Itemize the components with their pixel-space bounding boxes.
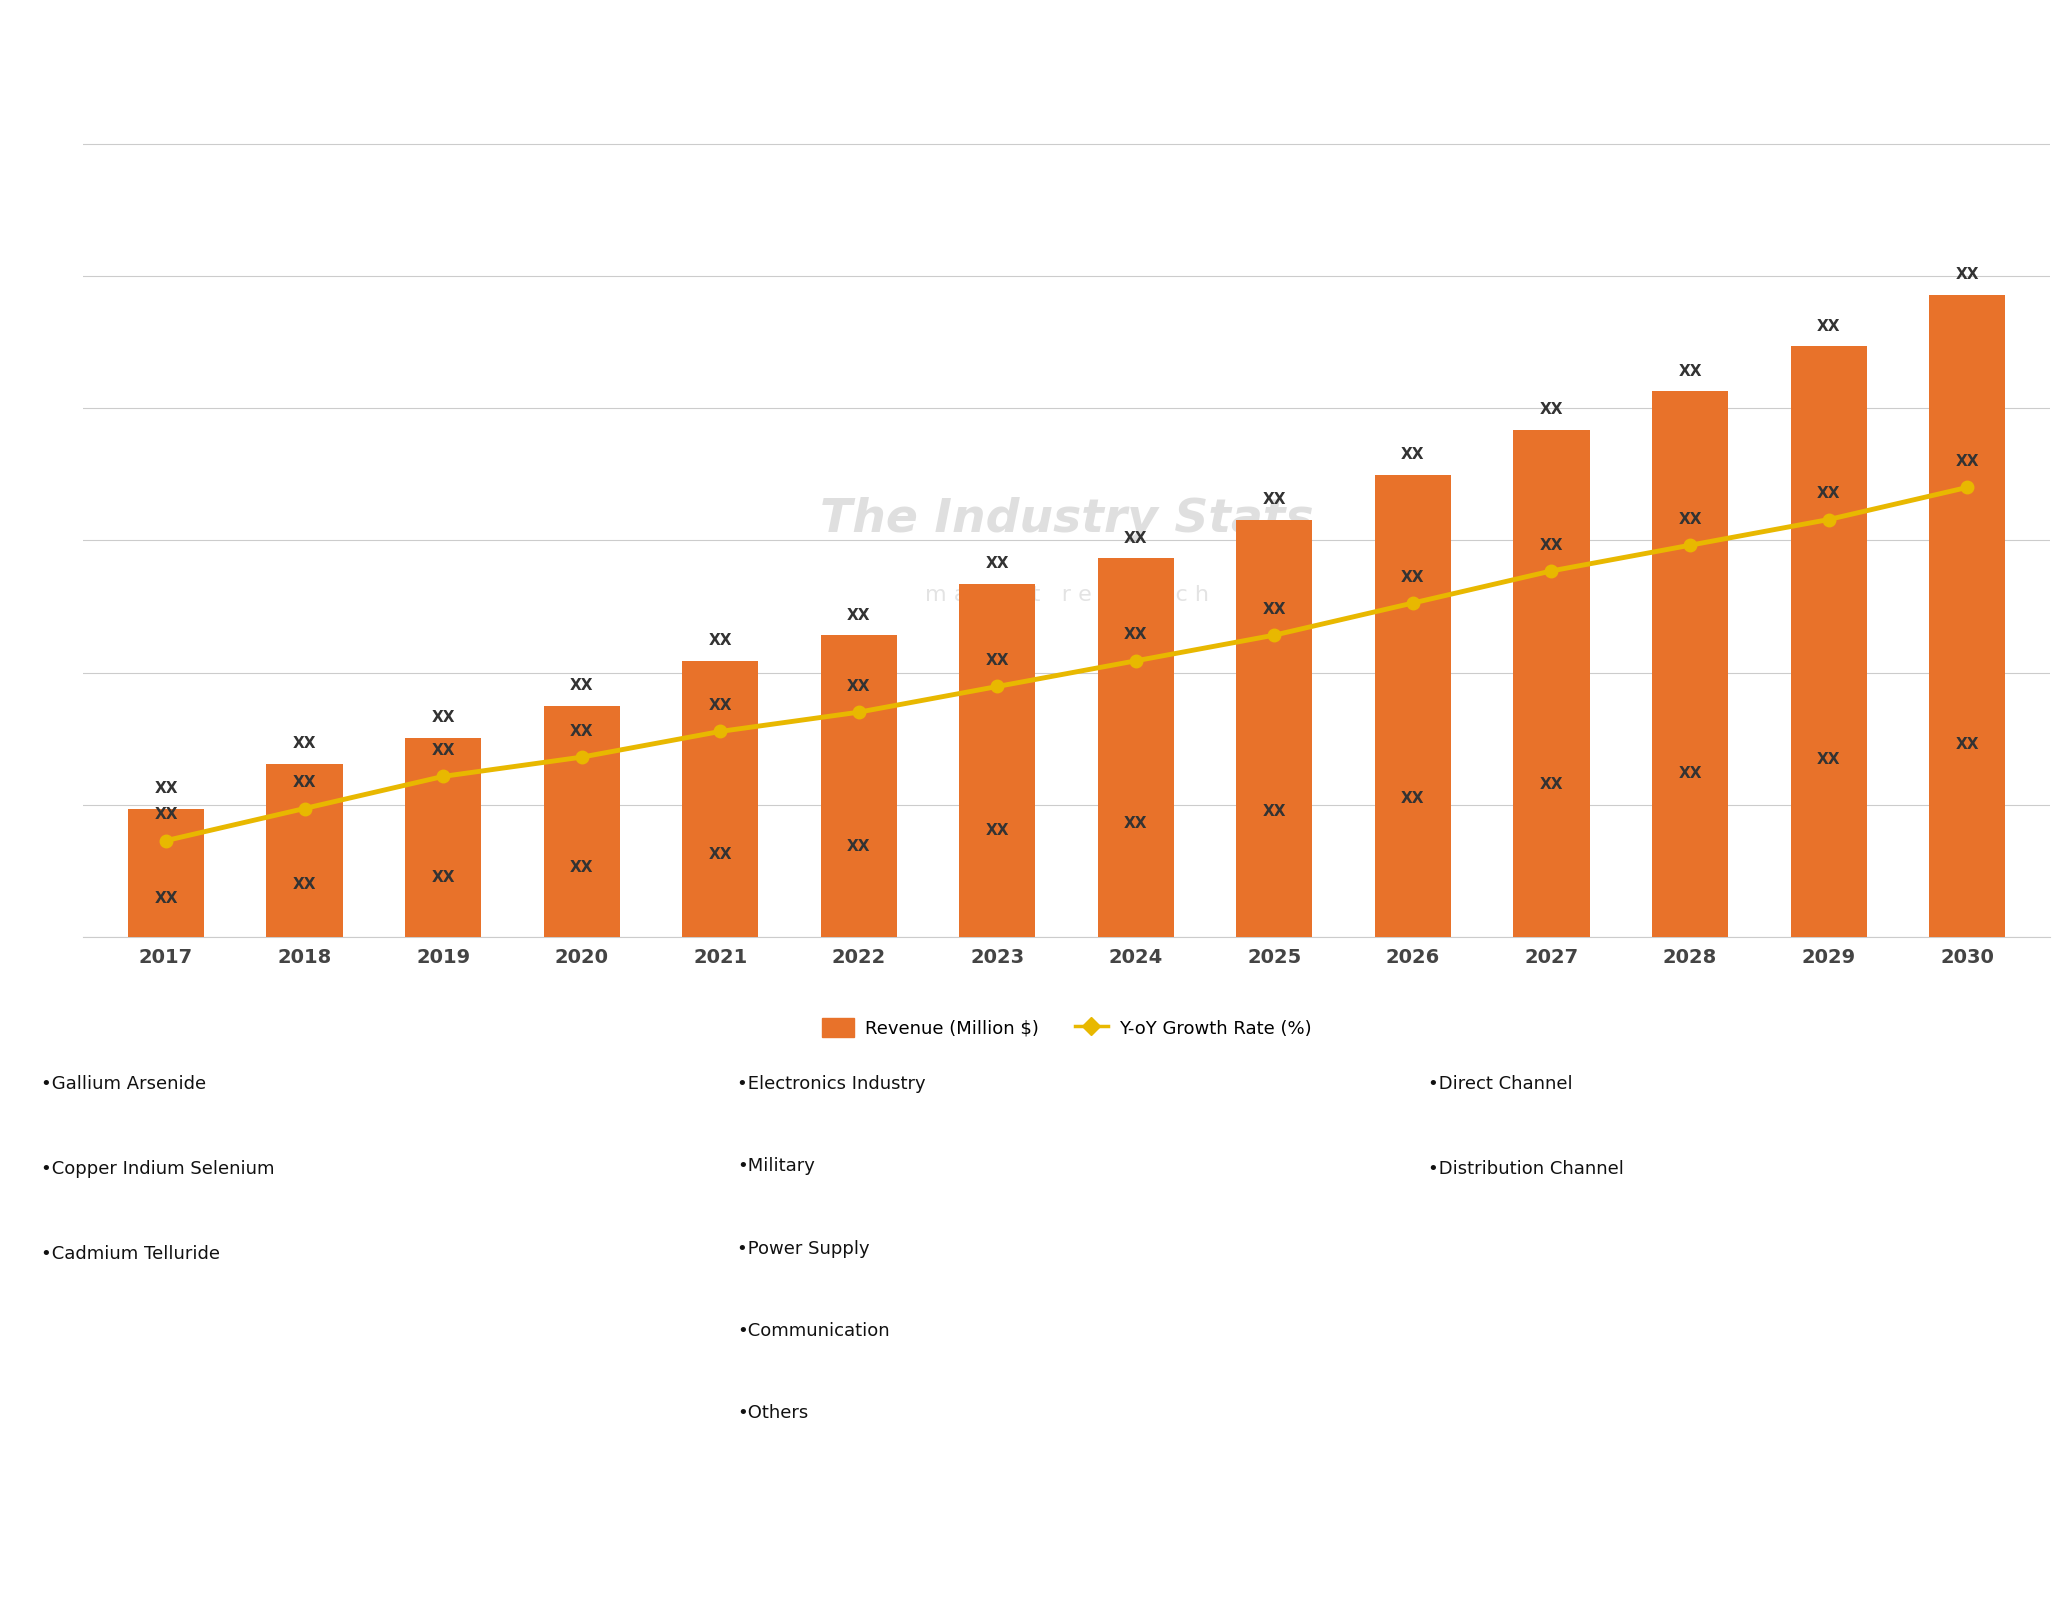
- Text: XX: XX: [708, 634, 731, 648]
- Text: XX: XX: [1678, 512, 1702, 527]
- Text: XX: XX: [1263, 601, 1286, 616]
- Text: Email: sales@theindustrystats.com: Email: sales@theindustrystats.com: [884, 1579, 1187, 1595]
- Text: XX: XX: [847, 679, 870, 694]
- Bar: [543, 705, 619, 937]
- Text: XX: XX: [570, 861, 594, 875]
- Text: XX: XX: [1263, 804, 1286, 819]
- Text: XX: XX: [708, 699, 731, 713]
- Text: XX: XX: [1816, 486, 1841, 501]
- Text: XX: XX: [431, 870, 456, 885]
- Text: XX: XX: [986, 556, 1009, 571]
- Text: XX: XX: [1263, 493, 1286, 507]
- Text: Application: Application: [969, 977, 1102, 997]
- Bar: [1375, 475, 1452, 937]
- Text: Sales Channels: Sales Channels: [1640, 977, 1818, 997]
- Text: •Power Supply: •Power Supply: [737, 1240, 870, 1258]
- Text: XX: XX: [1402, 569, 1425, 585]
- Text: •Others: •Others: [737, 1404, 808, 1422]
- Text: •Electronics Industry: •Electronics Industry: [737, 1075, 926, 1093]
- Text: XX: XX: [1678, 765, 1702, 781]
- Bar: [128, 809, 205, 937]
- Text: XX: XX: [1539, 538, 1564, 553]
- Text: XX: XX: [1955, 267, 1980, 282]
- Text: XX: XX: [1125, 627, 1147, 642]
- Text: •Direct Channel: •Direct Channel: [1427, 1075, 1572, 1093]
- Bar: [1791, 347, 1866, 937]
- Text: •Communication: •Communication: [737, 1323, 891, 1341]
- Text: The Industry Stats: The Industry Stats: [820, 498, 1313, 541]
- Text: XX: XX: [1402, 447, 1425, 462]
- Text: XX: XX: [1125, 530, 1147, 546]
- Text: XX: XX: [1678, 363, 1702, 379]
- Text: XX: XX: [1125, 815, 1147, 832]
- Text: XX: XX: [1955, 454, 1980, 468]
- Legend: Revenue (Million $), Y-oY Growth Rate (%): Revenue (Million $), Y-oY Growth Rate (%…: [814, 1012, 1319, 1046]
- Bar: [1653, 391, 1727, 937]
- Text: XX: XX: [986, 653, 1009, 668]
- Text: •Military: •Military: [737, 1157, 816, 1175]
- Bar: [1098, 558, 1174, 937]
- Text: XX: XX: [292, 877, 317, 893]
- Text: XX: XX: [1402, 791, 1425, 806]
- Bar: [267, 763, 342, 937]
- Text: XX: XX: [986, 823, 1009, 838]
- Text: XX: XX: [570, 678, 594, 694]
- Text: XX: XX: [153, 781, 178, 796]
- Text: XX: XX: [847, 840, 870, 854]
- Text: XX: XX: [431, 710, 456, 725]
- Text: XX: XX: [847, 608, 870, 622]
- Bar: [1514, 430, 1591, 937]
- Text: XX: XX: [570, 723, 594, 739]
- Text: XX: XX: [431, 742, 456, 759]
- Bar: [1928, 295, 2005, 937]
- Text: Website: www.theindustrystats.com: Website: www.theindustrystats.com: [1738, 1579, 2050, 1595]
- Text: Source: Theindustrystats Analysis: Source: Theindustrystats Analysis: [21, 1579, 315, 1595]
- Text: Fig. Global Thin Film Photovoltaic Cells Market Status and Outlook: Fig. Global Thin Film Photovoltaic Cells…: [25, 37, 1069, 66]
- Text: XX: XX: [708, 846, 731, 862]
- Bar: [681, 661, 758, 937]
- Text: XX: XX: [1539, 402, 1564, 417]
- Bar: [820, 635, 897, 937]
- Text: •Cadmium Telluride: •Cadmium Telluride: [41, 1245, 220, 1263]
- Text: •Gallium Arsenide: •Gallium Arsenide: [41, 1075, 207, 1093]
- Bar: [959, 584, 1036, 937]
- Bar: [406, 738, 480, 937]
- Text: XX: XX: [1539, 776, 1564, 793]
- Text: Product Types: Product Types: [259, 977, 425, 997]
- Bar: [1236, 519, 1313, 937]
- Text: •Copper Indium Selenium: •Copper Indium Selenium: [41, 1161, 275, 1178]
- Text: XX: XX: [153, 892, 178, 906]
- Text: XX: XX: [1816, 752, 1841, 767]
- Text: •Distribution Channel: •Distribution Channel: [1427, 1161, 1624, 1178]
- Text: m a r k e t   r e s e a r c h: m a r k e t r e s e a r c h: [924, 585, 1209, 605]
- Text: XX: XX: [1955, 738, 1980, 752]
- Text: XX: XX: [292, 775, 317, 789]
- Text: XX: XX: [292, 736, 317, 751]
- Text: XX: XX: [1816, 319, 1841, 334]
- Text: XX: XX: [153, 807, 178, 822]
